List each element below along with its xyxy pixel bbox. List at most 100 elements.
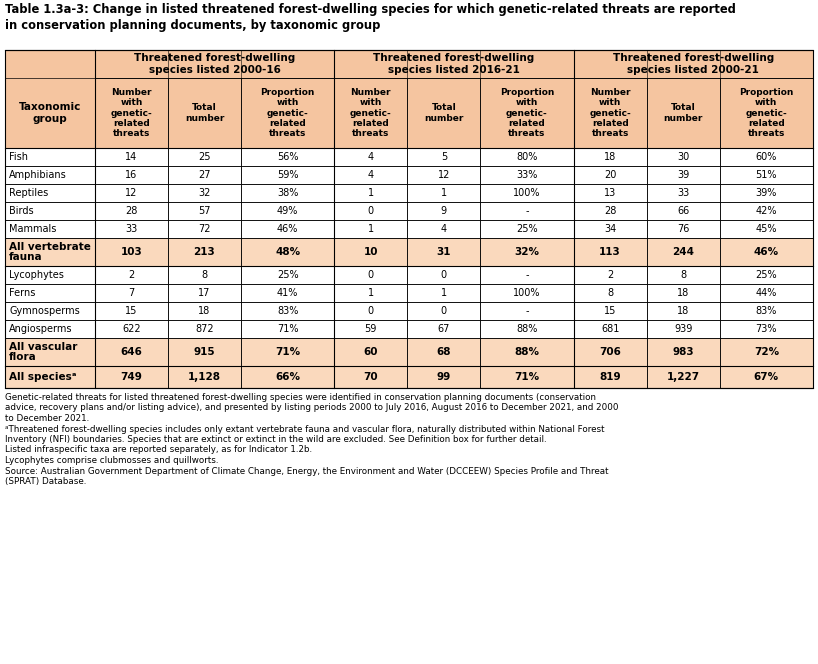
Text: 68: 68 (437, 347, 451, 357)
Text: Table 1.3a-3: Change in listed threatened forest-dwelling species for which gene: Table 1.3a-3: Change in listed threatene… (5, 3, 736, 16)
Text: 15: 15 (604, 306, 616, 316)
Bar (95, 302, 168, 320)
Text: 66: 66 (677, 206, 690, 216)
Bar (720, 238, 813, 266)
Text: -: - (525, 206, 528, 216)
Text: 25%: 25% (516, 224, 537, 234)
Bar (480, 148, 573, 166)
Text: All speciesᵃ: All speciesᵃ (9, 372, 77, 382)
Bar (407, 320, 480, 338)
Text: 4: 4 (368, 152, 374, 162)
Text: Proportion
with
genetic-
related
threats: Proportion with genetic- related threats (739, 88, 793, 138)
Bar (480, 366, 573, 388)
Text: 1: 1 (441, 188, 447, 198)
Bar (720, 284, 813, 302)
Bar (720, 266, 813, 284)
Text: 59%: 59% (277, 170, 299, 180)
Bar (407, 184, 480, 202)
Text: Threatened forest-dwelling
species listed 2016-21: Threatened forest-dwelling species liste… (373, 53, 535, 75)
Text: 34: 34 (604, 224, 616, 234)
Bar (241, 166, 335, 184)
Bar (720, 302, 813, 320)
Text: All vascular
flora: All vascular flora (9, 341, 78, 363)
Bar (573, 366, 647, 388)
Bar (335, 302, 407, 320)
Text: 41%: 41% (277, 288, 299, 298)
Bar (573, 284, 647, 302)
Text: 18: 18 (199, 306, 210, 316)
Text: 681: 681 (601, 324, 619, 334)
Bar (95, 50, 335, 78)
Bar (5, 184, 95, 202)
Text: 66%: 66% (275, 372, 300, 382)
Text: 28: 28 (604, 206, 616, 216)
Bar (407, 266, 480, 284)
Bar (168, 238, 241, 266)
Bar (480, 284, 573, 302)
Bar (573, 202, 647, 220)
Bar (335, 220, 407, 238)
Bar (241, 238, 335, 266)
Bar (573, 338, 647, 366)
Text: 88%: 88% (516, 324, 537, 334)
Text: 72%: 72% (753, 347, 779, 357)
Bar (5, 50, 95, 148)
Text: 7: 7 (128, 288, 135, 298)
Bar (241, 202, 335, 220)
Text: 80%: 80% (516, 152, 537, 162)
Bar (95, 148, 168, 166)
Text: 46%: 46% (277, 224, 299, 234)
Text: 0: 0 (368, 270, 374, 280)
Bar (168, 338, 241, 366)
Text: Ferns: Ferns (9, 288, 35, 298)
Bar (407, 284, 480, 302)
Text: Source: Australian Government Department of Climate Change, Energy, the Environm: Source: Australian Government Department… (5, 467, 609, 475)
Bar (647, 320, 720, 338)
Text: Total
number: Total number (185, 104, 224, 123)
Text: 25%: 25% (276, 270, 299, 280)
Text: 33%: 33% (516, 170, 537, 180)
Bar (335, 148, 407, 166)
Bar (407, 238, 480, 266)
Text: 45%: 45% (756, 224, 777, 234)
Text: Number
with
genetic-
related
threats: Number with genetic- related threats (589, 88, 631, 138)
Text: 32: 32 (198, 188, 211, 198)
Text: 0: 0 (368, 306, 374, 316)
Text: 33: 33 (677, 188, 690, 198)
Text: 32%: 32% (515, 247, 540, 257)
Bar (95, 78, 168, 148)
Bar (573, 302, 647, 320)
Text: 38%: 38% (277, 188, 299, 198)
Text: 28: 28 (125, 206, 137, 216)
Text: Number
with
genetic-
related
threats: Number with genetic- related threats (350, 88, 392, 138)
Bar (168, 284, 241, 302)
Text: 56%: 56% (277, 152, 299, 162)
Bar (95, 338, 168, 366)
Bar (573, 50, 813, 78)
Bar (573, 78, 647, 148)
Bar (335, 202, 407, 220)
Bar (95, 284, 168, 302)
Text: 30: 30 (677, 152, 690, 162)
Text: 83%: 83% (277, 306, 299, 316)
Text: 1,227: 1,227 (667, 372, 699, 382)
Bar (480, 220, 573, 238)
Text: 15: 15 (125, 306, 137, 316)
Bar (647, 184, 720, 202)
Bar (168, 266, 241, 284)
Bar (95, 238, 168, 266)
Bar (407, 338, 480, 366)
Bar (335, 166, 407, 184)
Text: Listed infraspecific taxa are reported separately, as for Indicator 1.2b.: Listed infraspecific taxa are reported s… (5, 446, 312, 454)
Text: 18: 18 (604, 152, 616, 162)
Text: Lycophytes: Lycophytes (9, 270, 64, 280)
Text: 18: 18 (677, 288, 690, 298)
Bar (407, 148, 480, 166)
Bar (573, 148, 647, 166)
Text: 88%: 88% (515, 347, 540, 357)
Bar (5, 202, 95, 220)
Bar (720, 366, 813, 388)
Bar (5, 238, 95, 266)
Text: 27: 27 (198, 170, 211, 180)
Text: 12: 12 (125, 188, 137, 198)
